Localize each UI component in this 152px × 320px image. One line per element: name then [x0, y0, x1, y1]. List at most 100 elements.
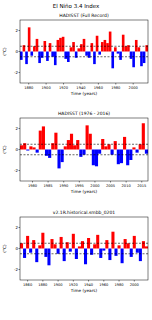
bar — [30, 52, 33, 56]
bars — [20, 123, 148, 168]
bar — [54, 52, 57, 66]
bar — [117, 52, 120, 54]
panel-title: v2.1R.historical.smbb_0201 — [53, 210, 115, 216]
bar — [130, 249, 133, 257]
x-tick-label: 1995 — [75, 184, 84, 188]
x-tick — [32, 181, 33, 183]
y-tick-label: 2 — [15, 28, 18, 33]
bar — [84, 249, 87, 265]
bar — [107, 144, 110, 149]
y-tick-label: -2 — [14, 168, 18, 173]
bar — [49, 43, 52, 51]
bar — [20, 243, 23, 248]
x-tick-label: 1940 — [84, 283, 94, 287]
plot-frame — [20, 118, 148, 181]
bar — [29, 146, 32, 149]
bar — [72, 234, 75, 249]
figure: El Niño 3.4 IndexHADISST (Full Record)-2… — [0, 0, 152, 320]
bar — [76, 140, 79, 149]
bar — [33, 46, 36, 51]
bar — [62, 37, 65, 52]
bar — [92, 150, 95, 166]
plot-frame — [20, 217, 148, 280]
x-tick-label: 1980 — [114, 283, 124, 287]
x-tick — [115, 83, 116, 85]
y-axis-label: (°C) — [2, 145, 7, 154]
bar — [47, 249, 50, 266]
x-tick-label: 1860 — [23, 283, 33, 287]
x-tick-label: 2000 — [90, 184, 100, 188]
bar — [32, 147, 35, 149]
bar — [99, 249, 102, 258]
bar — [96, 36, 99, 52]
bar — [117, 150, 120, 165]
bar — [38, 52, 41, 64]
x-axis-label: Time (years) — [70, 288, 98, 293]
bar — [102, 249, 105, 251]
bar — [69, 249, 72, 252]
x-tick — [88, 280, 89, 282]
bar — [132, 147, 135, 149]
bar — [114, 249, 117, 256]
x-tick-label: 2010 — [122, 184, 132, 188]
x-tick — [73, 280, 74, 282]
reference-line — [20, 243, 148, 244]
figure-title: El Niño 3.4 Index — [53, 3, 100, 9]
x-tick — [133, 83, 134, 85]
bar — [121, 249, 124, 264]
bar — [36, 150, 39, 153]
x-tick-label: 2015 — [137, 184, 146, 188]
y-tick-label: -2 — [14, 70, 18, 75]
bar — [104, 146, 107, 149]
bar — [120, 150, 123, 164]
x-tick — [28, 83, 29, 85]
bar — [79, 150, 82, 157]
x-tick — [80, 83, 81, 85]
bars — [20, 232, 148, 266]
bar — [61, 150, 64, 163]
bar — [145, 246, 148, 248]
y-tick — [19, 72, 21, 73]
bar — [39, 131, 42, 150]
bar — [142, 241, 145, 248]
bar — [23, 249, 26, 258]
y-tick-label: 2 — [15, 225, 18, 230]
bar — [140, 52, 143, 67]
x-tick — [63, 181, 64, 183]
bar — [51, 52, 54, 57]
panel: v2.1R.historical.smbb_0201-2021860188019… — [2, 210, 148, 293]
bar — [142, 123, 145, 149]
bar — [114, 141, 117, 149]
bar — [139, 144, 142, 149]
bar — [130, 52, 133, 59]
x-tick — [63, 83, 64, 85]
bar — [105, 240, 108, 248]
x-tick-label: 1880 — [38, 283, 48, 287]
y-tick — [19, 149, 21, 150]
x-tick-label: 1985 — [44, 184, 53, 188]
bar — [60, 237, 63, 249]
bar — [35, 249, 38, 263]
y-tick — [19, 227, 21, 228]
x-tick-label: 2005 — [106, 184, 115, 188]
bar — [41, 233, 44, 249]
bar — [44, 249, 47, 257]
y-axis-label: (°C) — [2, 244, 7, 253]
x-tick — [110, 181, 111, 183]
x-tick — [103, 280, 104, 282]
bar — [70, 134, 73, 150]
bar — [106, 43, 109, 51]
x-tick-label: 1920 — [59, 86, 69, 90]
bar — [122, 35, 125, 52]
bar — [136, 249, 139, 253]
panel: HADISST (1976 - 2016)-202198019851990199… — [2, 111, 148, 194]
y-tick — [19, 170, 21, 171]
panel-title: HADISST (1976 - 2016) — [58, 111, 110, 116]
plot-frame — [20, 20, 148, 83]
bar — [86, 125, 89, 149]
bar — [29, 249, 32, 253]
bar — [98, 150, 101, 154]
y-tick-label: 0 — [15, 49, 18, 54]
bar — [139, 249, 142, 262]
x-tick — [98, 83, 99, 85]
